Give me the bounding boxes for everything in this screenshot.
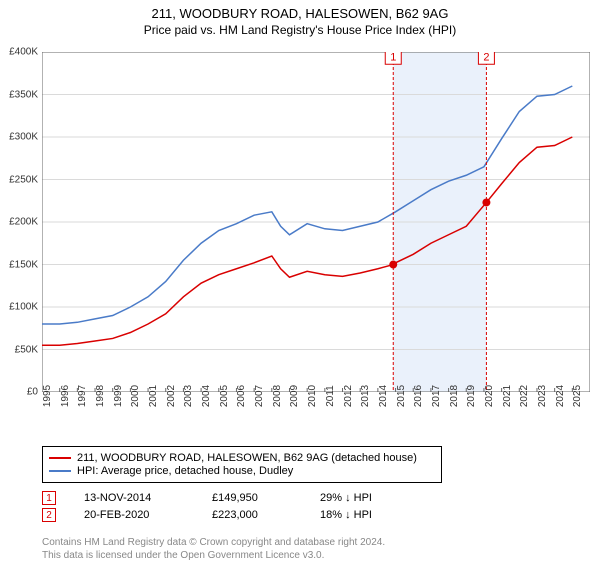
x-tick-label: 2012 bbox=[343, 385, 354, 407]
x-tick-label: 2007 bbox=[254, 385, 265, 407]
legend-label: HPI: Average price, detached house, Dudl… bbox=[77, 465, 293, 477]
sale-price: £149,950 bbox=[212, 492, 292, 504]
x-tick-label: 2019 bbox=[466, 385, 477, 407]
footer-line: Contains HM Land Registry data © Crown c… bbox=[42, 537, 385, 550]
figure-root: 211, WOODBURY ROAD, HALESOWEN, B62 9AG P… bbox=[0, 6, 600, 566]
page-subtitle: Price paid vs. HM Land Registry's House … bbox=[0, 23, 600, 37]
sale-date: 20-FEB-2020 bbox=[84, 509, 184, 521]
x-tick-label: 2020 bbox=[484, 385, 495, 407]
x-tick-label: 2006 bbox=[236, 385, 247, 407]
x-tick-label: 2023 bbox=[537, 385, 548, 407]
x-tick-label: 2003 bbox=[183, 385, 194, 407]
footer: Contains HM Land Registry data © Crown c… bbox=[42, 537, 385, 562]
sale-price: £223,000 bbox=[212, 509, 292, 521]
legend-item: HPI: Average price, detached house, Dudl… bbox=[49, 465, 435, 477]
y-tick-label: £50K bbox=[15, 344, 38, 355]
marker-badge: 1 bbox=[42, 491, 56, 505]
y-tick-label: £0 bbox=[27, 387, 38, 398]
x-tick-label: 1996 bbox=[60, 385, 71, 407]
legend-swatch bbox=[49, 457, 71, 459]
chart-svg: 12 bbox=[42, 52, 590, 392]
y-tick-label: £300K bbox=[9, 132, 38, 143]
x-tick-label: 2021 bbox=[502, 385, 513, 407]
x-tick-label: 2014 bbox=[378, 385, 389, 407]
x-tick-label: 2001 bbox=[148, 385, 159, 407]
x-tick-label: 2015 bbox=[396, 385, 407, 407]
legend-label: 211, WOODBURY ROAD, HALESOWEN, B62 9AG (… bbox=[77, 452, 417, 464]
page-title: 211, WOODBURY ROAD, HALESOWEN, B62 9AG bbox=[0, 6, 600, 21]
y-tick-label: £100K bbox=[9, 302, 38, 313]
marker-badge: 2 bbox=[42, 508, 56, 522]
footer-line: This data is licensed under the Open Gov… bbox=[42, 550, 385, 563]
x-tick-label: 1999 bbox=[113, 385, 124, 407]
x-tick-label: 2011 bbox=[325, 385, 336, 407]
legend-item: 211, WOODBURY ROAD, HALESOWEN, B62 9AG (… bbox=[49, 452, 435, 464]
table-row: 1 13-NOV-2014 £149,950 29% ↓ HPI bbox=[42, 491, 562, 505]
x-tick-label: 1995 bbox=[42, 385, 53, 407]
svg-text:2: 2 bbox=[483, 52, 489, 63]
sales-table: 1 13-NOV-2014 £149,950 29% ↓ HPI 2 20-FE… bbox=[42, 488, 562, 525]
legend: 211, WOODBURY ROAD, HALESOWEN, B62 9AG (… bbox=[42, 446, 442, 483]
x-tick-label: 2000 bbox=[130, 385, 141, 407]
y-tick-label: £150K bbox=[9, 259, 38, 270]
y-tick-label: £350K bbox=[9, 89, 38, 100]
x-tick-label: 2016 bbox=[413, 385, 424, 407]
x-tick-label: 2018 bbox=[449, 385, 460, 407]
x-tick-label: 2008 bbox=[272, 385, 283, 407]
x-tick-label: 2002 bbox=[166, 385, 177, 407]
y-tick-label: £200K bbox=[9, 217, 38, 228]
x-tick-label: 2017 bbox=[431, 385, 442, 407]
x-tick-label: 1997 bbox=[77, 385, 88, 407]
x-tick-label: 2025 bbox=[572, 385, 583, 407]
x-tick-label: 2024 bbox=[555, 385, 566, 407]
x-axis: 1995199619971998199920002001200220032004… bbox=[42, 392, 590, 452]
y-tick-label: £400K bbox=[9, 47, 38, 58]
legend-swatch bbox=[49, 470, 71, 472]
table-row: 2 20-FEB-2020 £223,000 18% ↓ HPI bbox=[42, 508, 562, 522]
sale-delta: 29% ↓ HPI bbox=[320, 492, 372, 504]
x-tick-label: 2013 bbox=[360, 385, 371, 407]
x-tick-label: 2009 bbox=[289, 385, 300, 407]
y-tick-label: £250K bbox=[9, 174, 38, 185]
chart-area: 12 bbox=[42, 52, 590, 392]
sale-delta: 18% ↓ HPI bbox=[320, 509, 372, 521]
x-tick-label: 2005 bbox=[219, 385, 230, 407]
sale-date: 13-NOV-2014 bbox=[84, 492, 184, 504]
svg-text:1: 1 bbox=[390, 52, 396, 63]
x-tick-label: 2022 bbox=[519, 385, 530, 407]
y-axis: £0£50K£100K£150K£200K£250K£300K£350K£400… bbox=[0, 52, 42, 392]
x-tick-label: 2010 bbox=[307, 385, 318, 407]
x-tick-label: 1998 bbox=[95, 385, 106, 407]
x-tick-label: 2004 bbox=[201, 385, 212, 407]
